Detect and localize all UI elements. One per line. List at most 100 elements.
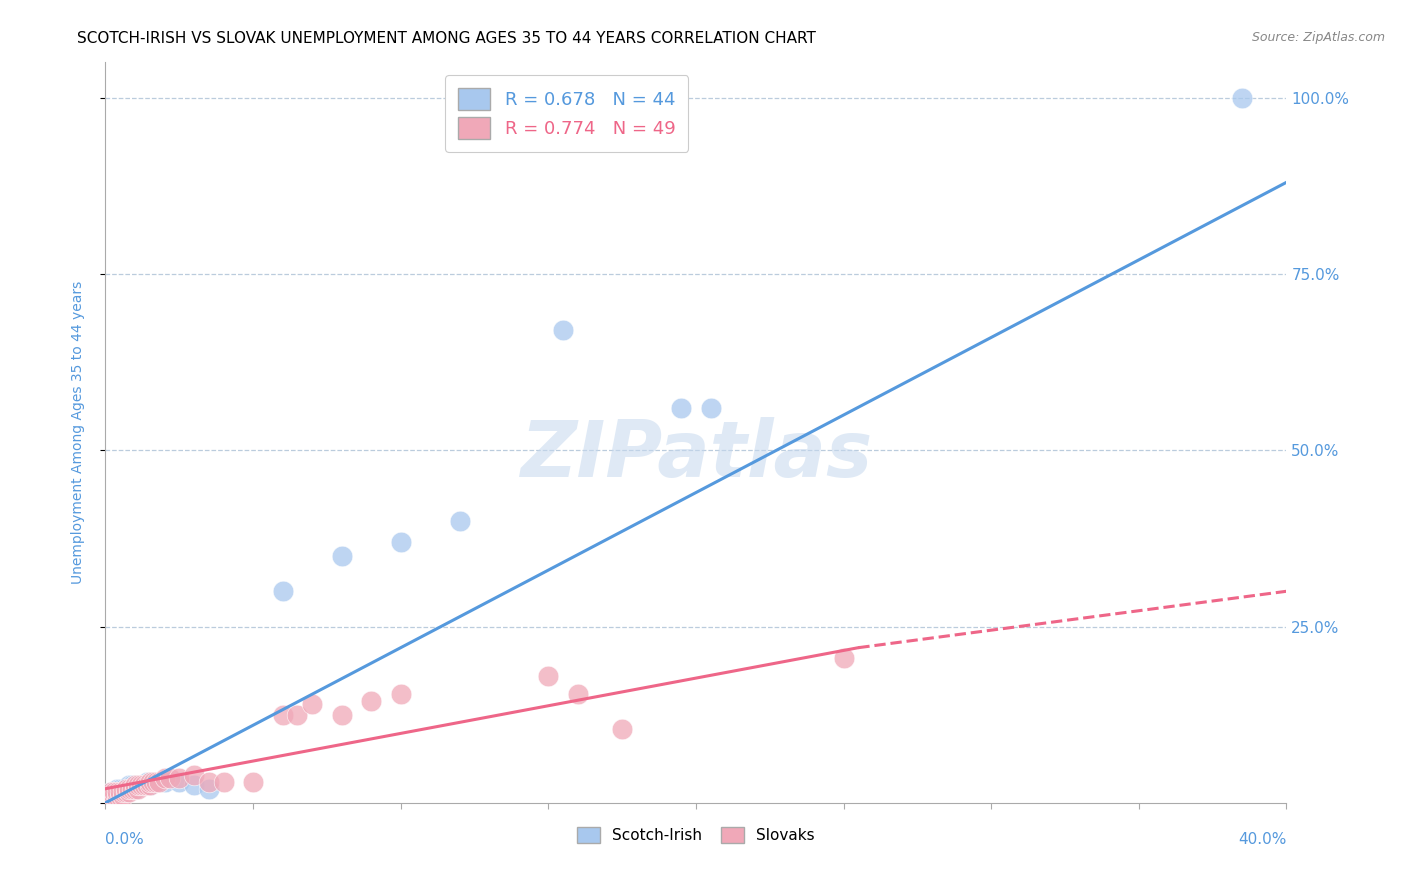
Point <box>110 785 132 799</box>
Text: 40.0%: 40.0% <box>1239 831 1286 847</box>
Point <box>183 778 205 792</box>
Point <box>135 774 157 789</box>
Point <box>110 789 132 803</box>
Point <box>103 789 125 803</box>
Point <box>105 792 128 806</box>
Point <box>145 774 167 789</box>
Point <box>118 778 141 792</box>
Point <box>183 767 205 781</box>
Point <box>271 707 294 722</box>
Point <box>537 669 560 683</box>
Point <box>100 792 122 806</box>
Text: SCOTCH-IRISH VS SLOVAK UNEMPLOYMENT AMONG AGES 35 TO 44 YEARS CORRELATION CHART: SCOTCH-IRISH VS SLOVAK UNEMPLOYMENT AMON… <box>77 31 817 46</box>
Point <box>97 790 120 805</box>
Point <box>330 549 353 563</box>
Point <box>110 781 132 796</box>
Point <box>103 785 125 799</box>
Point <box>100 789 122 803</box>
Point <box>105 789 128 803</box>
Point <box>169 771 191 785</box>
Point <box>118 785 141 799</box>
Point <box>100 792 122 806</box>
Point <box>142 774 165 789</box>
Point <box>100 789 122 803</box>
Point <box>115 785 138 799</box>
Text: 0.0%: 0.0% <box>105 831 145 847</box>
Point <box>699 401 723 415</box>
Text: ZIPatlas: ZIPatlas <box>520 417 872 493</box>
Point <box>153 771 176 785</box>
Point <box>115 785 138 799</box>
Point <box>832 651 855 665</box>
Text: Source: ZipAtlas.com: Source: ZipAtlas.com <box>1251 31 1385 45</box>
Point <box>142 774 165 789</box>
Point <box>121 781 143 796</box>
Point <box>112 781 135 796</box>
Point <box>110 789 132 803</box>
Point <box>610 722 633 736</box>
Point <box>360 693 382 707</box>
Point <box>132 778 155 792</box>
Point <box>197 781 219 796</box>
Point <box>105 792 128 806</box>
Point <box>148 774 170 789</box>
Point <box>127 778 149 792</box>
Point <box>121 781 143 796</box>
Point <box>242 774 264 789</box>
Point <box>124 781 146 796</box>
Point <box>118 781 141 796</box>
Point <box>112 785 135 799</box>
Point <box>127 778 149 792</box>
Point <box>105 785 128 799</box>
Point <box>287 707 309 722</box>
Point <box>138 774 162 789</box>
Point <box>551 323 574 337</box>
Point <box>97 789 120 803</box>
Point <box>112 785 135 799</box>
Point <box>135 778 157 792</box>
Point <box>115 781 138 796</box>
Point <box>129 778 152 792</box>
Point <box>212 774 235 789</box>
Point <box>671 401 693 415</box>
Point <box>103 792 125 806</box>
Point <box>105 789 128 803</box>
Point <box>1232 91 1254 105</box>
Point <box>103 785 125 799</box>
Point <box>115 781 138 796</box>
Point <box>197 774 219 789</box>
Point <box>301 697 323 711</box>
Point <box>97 792 120 806</box>
Point <box>110 785 132 799</box>
Point <box>127 781 149 796</box>
Point <box>103 789 125 803</box>
Point <box>118 781 141 796</box>
Y-axis label: Unemployment Among Ages 35 to 44 years: Unemployment Among Ages 35 to 44 years <box>70 281 84 584</box>
Point <box>159 771 181 785</box>
Point <box>132 778 155 792</box>
Point <box>169 774 191 789</box>
Point <box>389 535 412 549</box>
Point <box>97 792 120 806</box>
Point <box>330 707 353 722</box>
Point <box>105 785 128 799</box>
Point <box>103 792 125 806</box>
Point <box>129 778 152 792</box>
Legend: Scotch-Irish, Slovaks: Scotch-Irish, Slovaks <box>569 820 823 851</box>
Point <box>121 778 143 792</box>
Point <box>153 774 176 789</box>
Point <box>567 686 589 700</box>
Point <box>124 778 146 792</box>
Point <box>112 789 135 803</box>
Point <box>389 686 412 700</box>
Point <box>138 778 162 792</box>
Point <box>100 785 122 799</box>
Point <box>105 781 128 796</box>
Point <box>138 774 162 789</box>
Point <box>124 778 146 792</box>
Point <box>271 584 294 599</box>
Point <box>138 778 162 792</box>
Point <box>124 781 146 796</box>
Point <box>100 785 122 799</box>
Point <box>449 514 471 528</box>
